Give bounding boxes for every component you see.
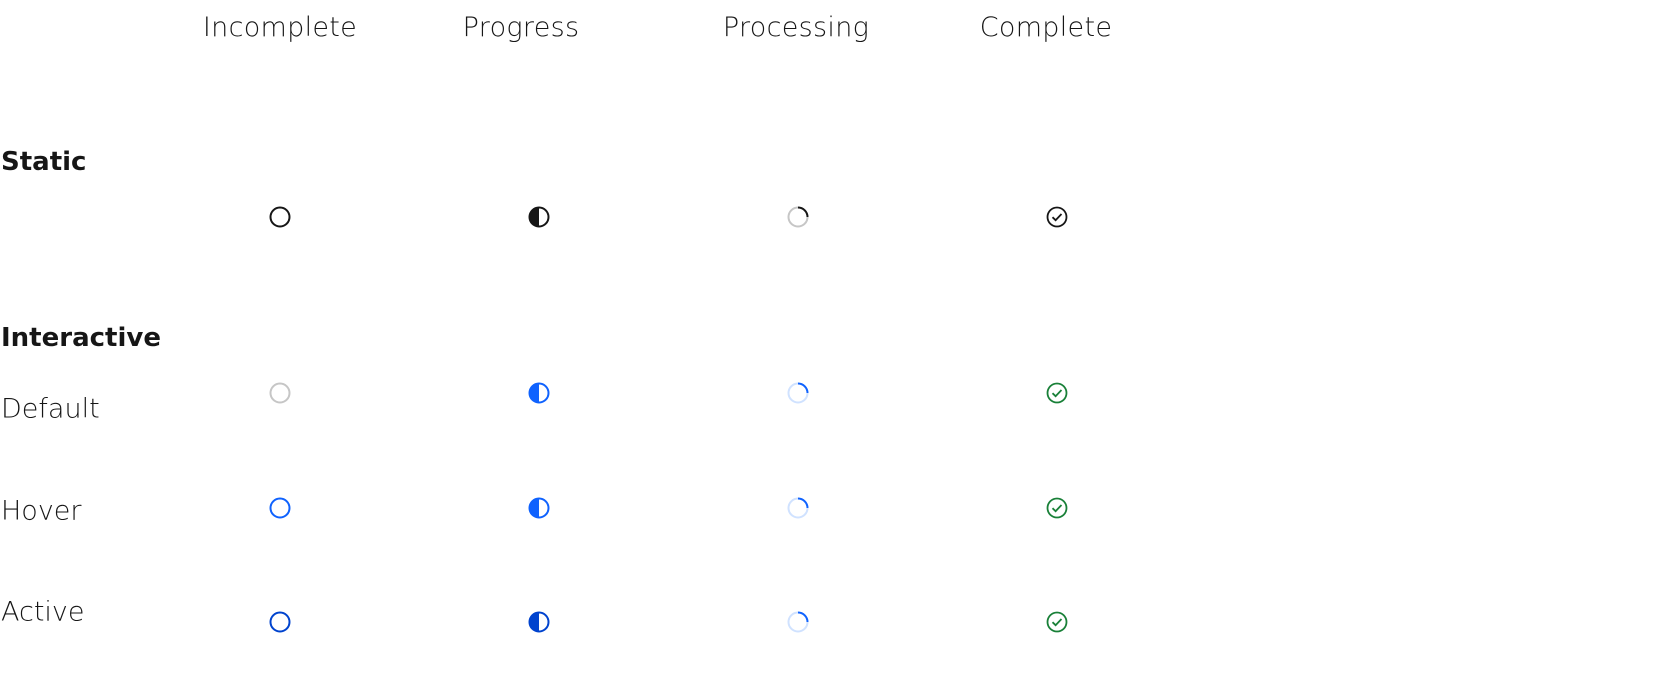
active-half-circle-icon[interactable] xyxy=(527,610,551,634)
column-header-progress: Progress xyxy=(462,12,580,43)
column-header-processing: Processing xyxy=(722,12,870,43)
active-circle-outline-icon[interactable] xyxy=(268,610,292,634)
section-label-static: Static xyxy=(1,147,87,177)
default-half-circle-icon[interactable] xyxy=(527,381,551,405)
state-label-active: Active xyxy=(1,596,85,628)
active-processing-arc-icon[interactable] xyxy=(786,610,810,634)
static-half-circle-icon xyxy=(527,205,551,229)
section-label-interactive: Interactive xyxy=(1,323,161,353)
hover-circle-outline-icon[interactable] xyxy=(268,496,292,520)
default-processing-arc-icon[interactable] xyxy=(786,381,810,405)
state-label-hover: Hover xyxy=(1,495,82,527)
hover-processing-arc-icon[interactable] xyxy=(786,496,810,520)
static-checkmark-circle-icon xyxy=(1045,205,1069,229)
default-checkmark-circle-icon[interactable] xyxy=(1045,381,1069,405)
hover-half-circle-icon[interactable] xyxy=(527,496,551,520)
hover-checkmark-circle-icon[interactable] xyxy=(1045,496,1069,520)
default-circle-outline-icon[interactable] xyxy=(268,381,292,405)
column-header-complete: Complete xyxy=(979,12,1113,43)
static-processing-arc-icon xyxy=(786,205,810,229)
static-circle-outline-icon xyxy=(268,205,292,229)
state-label-default: Default xyxy=(1,393,100,425)
column-header-incomplete: Incomplete xyxy=(202,12,358,43)
active-checkmark-circle-icon[interactable] xyxy=(1045,610,1069,634)
